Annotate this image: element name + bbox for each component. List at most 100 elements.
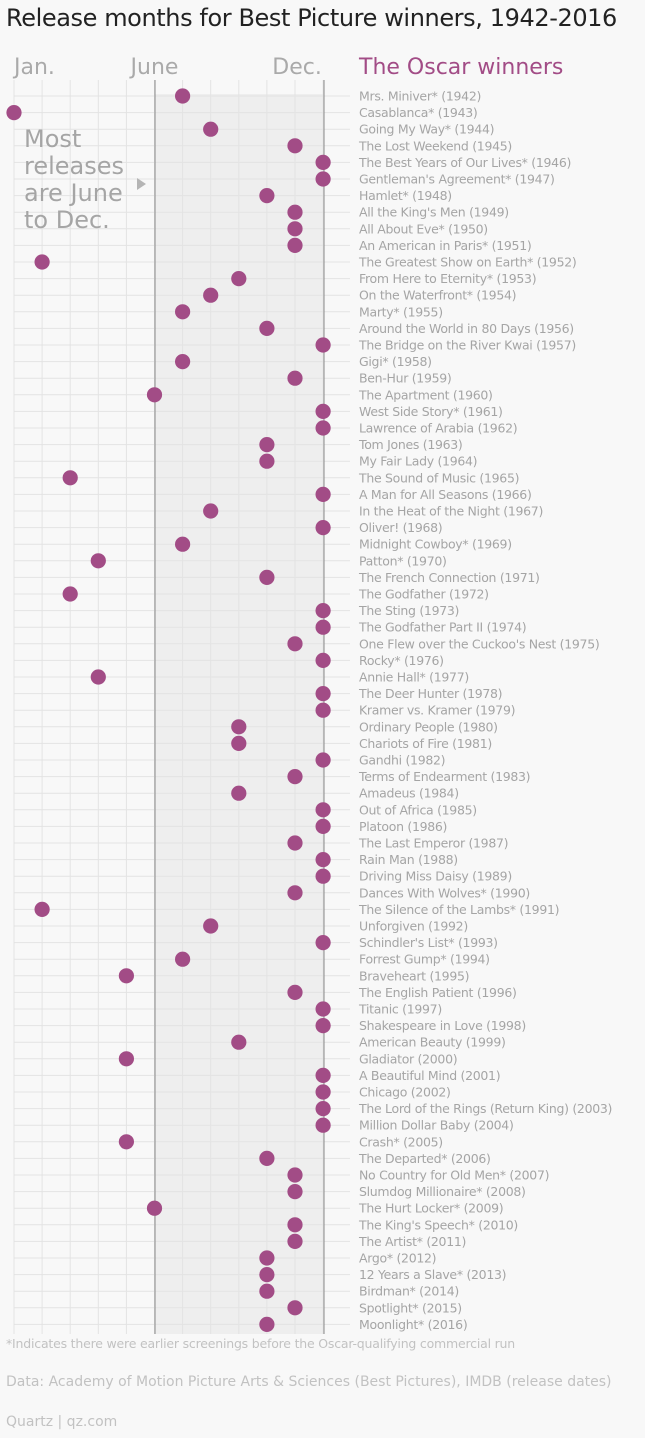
film-label: Gladiator (2000): [359, 1051, 457, 1066]
annotation: Most releases are June to Dec.: [24, 125, 146, 234]
film-label: Chariots of Fire (1981): [359, 736, 492, 751]
film-label: Titanic (1997): [358, 1002, 442, 1017]
data-point: [315, 868, 331, 884]
data-point: [231, 1034, 247, 1050]
film-label: The Lord of the Rings (Return King) (200…: [358, 1101, 612, 1116]
film-label: The Sound of Music (1965): [358, 470, 519, 485]
data-point: [203, 918, 219, 934]
film-label: No Country for Old Men* (2007): [359, 1168, 549, 1183]
film-label: The Artist* (2011): [358, 1234, 466, 1249]
footnote: *Indicates there were earlier screenings…: [6, 1336, 515, 1351]
film-label: Annie Hall* (1977): [359, 670, 469, 685]
data-point: [315, 1067, 331, 1083]
annotation-line: Most: [24, 125, 81, 153]
data-point: [287, 636, 303, 652]
data-point: [34, 254, 50, 270]
data-point: [6, 105, 22, 121]
data-point: [315, 752, 331, 768]
film-label: My Fair Lady (1964): [359, 454, 477, 469]
film-label: Million Dollar Baby (2004): [359, 1118, 514, 1133]
winners-header: The Oscar winners: [358, 55, 563, 80]
film-label: The Best Years of Our Lives* (1946): [358, 155, 571, 170]
film-label: The Departed* (2006): [358, 1151, 491, 1166]
data-point: [34, 901, 50, 918]
film-label: All About Eve* (1950): [359, 221, 488, 236]
film-label: Out of Africa (1985): [359, 802, 477, 817]
source-note: Data: Academy of Motion Picture Arts & S…: [6, 1374, 612, 1390]
film-label: Ordinary People (1980): [359, 719, 498, 734]
data-point: [175, 354, 191, 370]
month-tick-label: Jan.: [12, 55, 55, 80]
data-point: [287, 1300, 303, 1316]
data-point: [315, 603, 331, 619]
data-point: [315, 852, 331, 868]
film-label: American Beauty (1999): [359, 1035, 506, 1050]
data-point: [259, 1316, 275, 1332]
film-label: An American in Paris* (1951): [359, 238, 531, 253]
data-point: [287, 984, 303, 1001]
film-label: The Deer Hunter (1978): [358, 686, 502, 701]
film-label: Around the World in 80 Days (1956): [359, 321, 574, 336]
month-labels: Jan. June Dec.: [12, 55, 322, 80]
data-point: [259, 453, 275, 469]
data-point: [118, 968, 134, 984]
data-point: [315, 486, 331, 502]
film-label: One Flew over the Cuckoo's Nest (1975): [359, 636, 599, 651]
film-label: The English Patient (1996): [358, 985, 517, 1000]
film-label: The Hurt Locker* (2009): [358, 1201, 503, 1216]
data-point: [231, 735, 247, 752]
data-point: [62, 470, 78, 486]
film-label: From Here to Eternity* (1953): [359, 271, 536, 286]
data-point: [118, 1051, 134, 1067]
film-label: On the Waterfront* (1954): [359, 288, 516, 303]
data-point: [203, 121, 219, 137]
data-point: [315, 1018, 331, 1034]
chart: Jan. June Dec. The Oscar winners Most rele…: [6, 55, 612, 1334]
film-label: Birdman* (2014): [359, 1284, 459, 1299]
month-tick-label: June: [129, 55, 179, 80]
data-point: [259, 1150, 275, 1166]
data-point: [315, 1101, 331, 1117]
data-point: [315, 171, 331, 187]
film-label: The Sting (1973): [358, 603, 459, 618]
data-point: [315, 818, 331, 835]
data-point: [259, 1283, 275, 1299]
data-point: [315, 1001, 331, 1017]
data-point: [315, 403, 331, 419]
film-label: Rain Man (1988): [359, 852, 458, 867]
film-label: Braveheart (1995): [359, 968, 469, 983]
film-label: In the Heat of the Night (1967): [359, 504, 543, 519]
film-label: The French Connection (1971): [358, 570, 540, 585]
data-point: [175, 88, 191, 104]
film-label: The King's Speech* (2010): [358, 1217, 518, 1232]
film-label: Oliver! (1968): [359, 520, 442, 535]
film-label: Shakespeare in Love (1998): [359, 1018, 526, 1033]
film-label: Gandhi (1982): [359, 753, 445, 768]
film-label: Slumdog Millionaire* (2008): [359, 1184, 526, 1199]
arrow-right-icon: [137, 178, 146, 190]
data-point: [259, 437, 275, 453]
film-label: Forrest Gump* (1994): [359, 952, 490, 967]
data-point: [203, 287, 219, 303]
annotation-line: to Dec.: [24, 206, 110, 234]
credit: Quartz | qz.com: [6, 1414, 118, 1430]
data-point: [259, 1250, 275, 1266]
film-label: Platoon (1986): [359, 819, 447, 834]
film-label: Spotlight* (2015): [359, 1300, 462, 1315]
film-label: Argo* (2012): [359, 1251, 436, 1266]
film-label: Kramer vs. Kramer (1979): [359, 703, 515, 718]
film-label: Going My Way* (1944): [359, 122, 494, 137]
film-label: The Bridge on the River Kwai (1957): [358, 338, 576, 353]
film-label: West Side Story* (1961): [359, 404, 503, 419]
month-tick-label: Dec.: [272, 55, 322, 80]
data-point: [175, 536, 191, 552]
data-point: [287, 204, 303, 220]
data-point: [287, 370, 303, 386]
data-point: [146, 1200, 163, 1216]
data-point: [287, 138, 303, 154]
film-label: Terms of Endearment (1983): [358, 769, 530, 784]
film-label: Hamlet* (1948): [359, 188, 452, 203]
data-point: [315, 686, 331, 702]
film-label: Rocky* (1976): [359, 653, 444, 668]
data-point: [175, 304, 191, 320]
